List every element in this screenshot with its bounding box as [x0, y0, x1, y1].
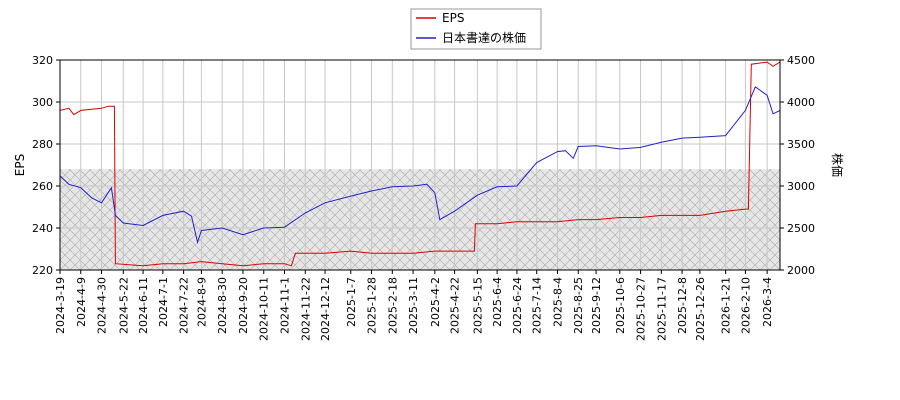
x-tick-label: 2025-4-2: [429, 277, 442, 327]
legend: EPS 日本書達の株価: [410, 8, 542, 50]
series-line-price: [60, 86, 780, 245]
y-right-tick-label: 3500: [787, 138, 815, 151]
x-tick-label: 2025-3-11: [407, 277, 420, 334]
x-axis-ticks: 2024-3-19 2024-4-9 2024-4-30 2024-5-22 2024-…: [54, 270, 774, 341]
x-tick-label: 2025-12-26: [694, 277, 707, 341]
x-tick-label: 2025-6-24: [511, 277, 524, 334]
x-tick-label: 2025-2-18: [386, 277, 399, 334]
x-tick-label: 2024-3-19: [54, 277, 67, 334]
x-tick-label: 2025-8-25: [572, 277, 585, 334]
x-tick-label: 2024-10-11: [258, 277, 271, 341]
x-tick-label: 2024-8-30: [216, 277, 229, 334]
y-left-tick-label: 260: [32, 180, 53, 193]
x-tick-label: 2024-5-22: [117, 277, 130, 334]
hatched-region: [60, 169, 780, 270]
x-tick-label: 2024-11-1: [279, 277, 292, 334]
legend-label-eps: EPS: [442, 11, 464, 25]
x-tick-label: 2025-9-12: [590, 277, 603, 334]
x-tick-label: 2025-1-28: [366, 277, 379, 334]
x-tick-label: 2024-11-22: [299, 277, 312, 341]
y-left-tick-label: 280: [32, 138, 53, 151]
x-tick-label: 2025-7-14: [531, 277, 544, 334]
x-tick-label: 2024-7-22: [178, 277, 191, 334]
x-tick-label: 2025-10-27: [635, 277, 648, 341]
x-tick-label: 2025-12-8: [676, 277, 689, 334]
right-axis-ticks: 2000 2500 3000 3500 4000 4500: [780, 54, 815, 277]
y-left-tick-label: 220: [32, 264, 53, 277]
y-right-tick-label: 4000: [787, 96, 815, 109]
y-right-axis-title: 株価: [830, 153, 845, 177]
x-tick-label: 2025-4-22: [449, 277, 462, 334]
x-tick-label: 2024-9-20: [237, 277, 250, 334]
x-tick-label: 2025-8-4: [551, 277, 564, 327]
y-right-tick-label: 4500: [787, 54, 815, 67]
y-right-tick-label: 3000: [787, 180, 815, 193]
x-tick-label: 2024-4-9: [75, 277, 88, 327]
legend-label-price: 日本書達の株価: [442, 30, 526, 45]
x-tick-label: 2025-1-7: [345, 277, 358, 327]
x-tick-label: 2026-2-10: [739, 277, 752, 334]
x-tick-label: 2025-10-6: [614, 277, 627, 334]
x-tick-label: 2026-3-4: [761, 277, 774, 327]
x-tick-label: 2025-5-15: [471, 277, 484, 334]
y-right-tick-label: 2000: [787, 264, 815, 277]
x-tick-label: 2024-8-9: [195, 277, 208, 327]
x-tick-label: 2025-6-4: [491, 277, 504, 327]
series-layer: [60, 61, 780, 267]
x-tick-label: 2024-4-30: [96, 277, 109, 334]
y-right-tick-label: 2500: [787, 222, 815, 235]
x-tick-label: 2024-7-1: [157, 277, 170, 327]
y-left-axis-title: EPS: [13, 154, 27, 176]
x-tick-label: 2024-12-12: [319, 277, 332, 341]
y-left-tick-label: 240: [32, 222, 53, 235]
series-line-eps: [60, 61, 780, 267]
left-axis-ticks: 220 240 260 280 300 320: [32, 54, 60, 277]
legend-box: [410, 8, 542, 50]
plot-frame: [59, 59, 781, 271]
y-left-tick-label: 300: [32, 96, 53, 109]
y-left-tick-label: 320: [32, 54, 53, 67]
x-tick-label: 2026-1-21: [720, 277, 733, 334]
x-tick-label: 2025-11-17: [655, 277, 668, 341]
x-tick-label: 2024-6-11: [137, 277, 150, 334]
